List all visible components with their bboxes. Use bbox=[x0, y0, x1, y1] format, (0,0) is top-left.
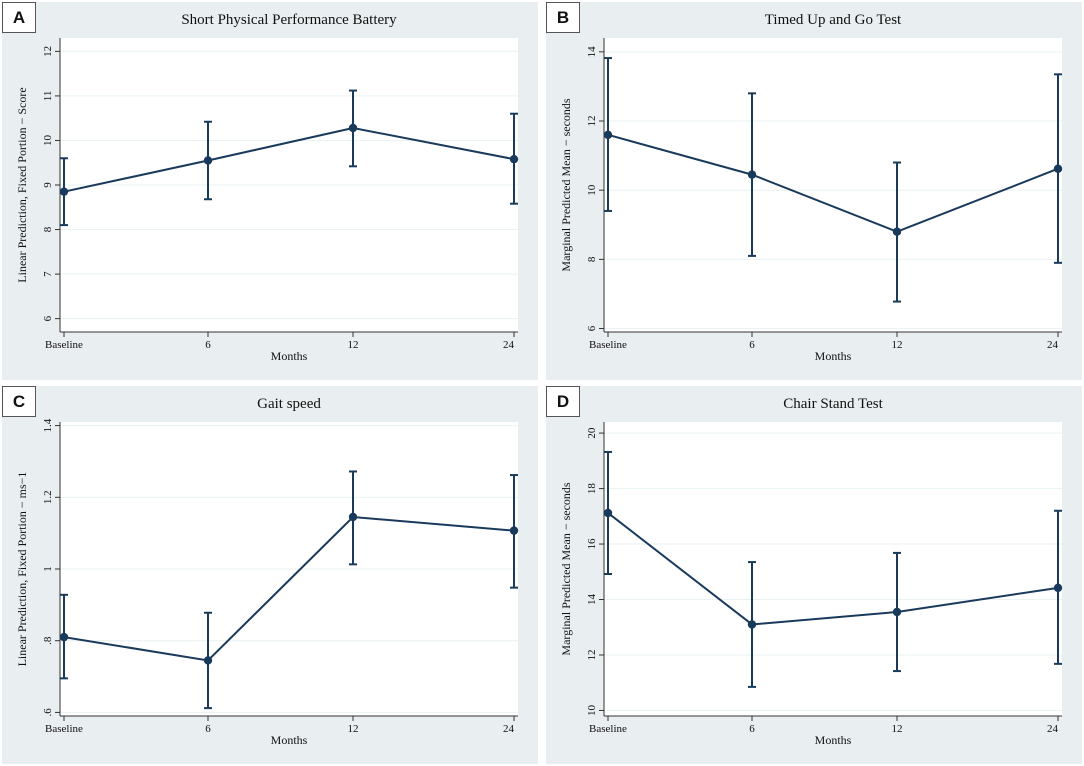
data-point-b-2 bbox=[892, 227, 902, 236]
y-tick-label-a-4: 10 bbox=[42, 134, 54, 146]
y-tick-label-c-2: 1 bbox=[42, 566, 54, 572]
y-tick-label-d-2: 14 bbox=[586, 594, 598, 606]
x-tick-label-b-2: 12 bbox=[892, 339, 903, 351]
x-tick-label-b-0: Baseline bbox=[589, 339, 627, 351]
data-point-d-1 bbox=[747, 620, 757, 629]
panel-letter-b: B bbox=[546, 2, 580, 33]
x-axis-label-c: Months bbox=[271, 733, 308, 747]
y-tick-label-d-0: 10 bbox=[586, 704, 598, 716]
chart-title-c: Gait speed bbox=[257, 396, 321, 412]
x-tick-label-c-3: 24 bbox=[503, 723, 515, 735]
data-point-c-1 bbox=[203, 656, 213, 665]
y-tick-label-c-4: 1.4 bbox=[42, 418, 54, 432]
x-tick-label-a-3: 24 bbox=[503, 339, 515, 351]
chart-panel-b: Timed Up and Go Test 6 8 10 12 14 Baseline 6 12 2… bbox=[546, 2, 1082, 380]
y-axis-label-b: Marginal Predicted Mean − seconds bbox=[559, 98, 573, 271]
y-axis-label-c: Linear Prediction, Fixed Portion − ms−1 bbox=[15, 472, 29, 667]
y-axis-label-d: Marginal Predicted Mean − seconds bbox=[559, 482, 573, 655]
data-point-c-0 bbox=[59, 632, 69, 642]
panel-letter-a: A bbox=[2, 2, 36, 33]
data-point-a-0 bbox=[59, 187, 69, 196]
data-point-b-0 bbox=[603, 130, 613, 140]
y-tick-label-c-1: .8 bbox=[42, 636, 54, 645]
y-tick-label-c-0: .6 bbox=[42, 708, 54, 717]
x-tick-label-b-1: 6 bbox=[749, 339, 755, 351]
chart-svg-a: Short Physical Performance Battery 6 7 8 9 10… bbox=[2, 2, 538, 380]
y-tick-label-b-4: 14 bbox=[586, 46, 598, 58]
series-line-a bbox=[63, 126, 515, 193]
chart-title-d: Chair Stand Test bbox=[783, 396, 883, 412]
plot-area-b bbox=[604, 38, 1062, 332]
chart-panel-a: Short Physical Performance Battery 6 7 8 9 10… bbox=[2, 2, 538, 380]
data-point-a-3 bbox=[509, 154, 519, 164]
chart-svg-c: Gait speed .6 .8 1 1.2 1.4 Baseline 6 12 24 Months… bbox=[2, 386, 538, 764]
x-tick-label-a-2: 12 bbox=[348, 339, 359, 351]
x-tick-label-d-1: 6 bbox=[749, 723, 755, 735]
data-point-b-1 bbox=[747, 170, 757, 179]
chart-svg-d: Chair Stand Test 10 12 14 16 18 20 Baseline 6 12 2… bbox=[546, 386, 1082, 764]
chart-panel-c: Gait speed .6 .8 1 1.2 1.4 Baseline 6 12 24 Months… bbox=[2, 386, 538, 764]
y-tick-label-c-3: 1.2 bbox=[42, 490, 54, 504]
data-point-a-2 bbox=[348, 123, 358, 133]
y-tick-label-a-0: 6 bbox=[42, 315, 54, 321]
x-tick-label-d-0: Baseline bbox=[589, 723, 627, 735]
y-tick-label-b-0: 6 bbox=[586, 325, 598, 331]
series-line-b bbox=[607, 133, 1059, 233]
y-tick-label-a-6: 12 bbox=[42, 46, 54, 57]
x-axis-label-a: Months bbox=[271, 349, 308, 363]
data-point-d-3 bbox=[1053, 583, 1063, 593]
series-line-d bbox=[607, 512, 1059, 626]
data-point-b-3 bbox=[1053, 164, 1063, 173]
y-tick-label-d-3: 16 bbox=[586, 538, 598, 550]
chart-title-a: Short Physical Performance Battery bbox=[181, 12, 397, 28]
data-point-d-0 bbox=[603, 508, 613, 518]
data-point-c-3 bbox=[509, 526, 519, 535]
x-tick-label-c-2: 12 bbox=[348, 723, 359, 735]
y-tick-label-a-2: 8 bbox=[42, 226, 54, 232]
x-tick-label-c-1: 6 bbox=[205, 723, 211, 735]
chart-panel-d: Chair Stand Test 10 12 14 16 18 20 Baseline 6 12 2… bbox=[546, 386, 1082, 764]
y-tick-label-b-3: 12 bbox=[586, 116, 598, 127]
chart-svg-b: Timed Up and Go Test 6 8 10 12 14 Baseline 6 12 2… bbox=[546, 2, 1082, 380]
y-tick-label-a-1: 7 bbox=[42, 271, 54, 277]
panel-letter-c: C bbox=[2, 386, 36, 417]
series-line-c bbox=[63, 515, 515, 662]
y-tick-label-d-4: 18 bbox=[586, 483, 598, 495]
x-tick-label-c-0: Baseline bbox=[45, 723, 83, 735]
plot-area-d bbox=[604, 422, 1062, 716]
x-axis-label-b: Months bbox=[815, 349, 852, 363]
data-point-d-2 bbox=[892, 607, 902, 617]
data-point-a-1 bbox=[203, 156, 213, 165]
y-axis-label-a: Linear Prediction, Fixed Portion − Score bbox=[15, 87, 29, 282]
x-tick-label-d-3: 24 bbox=[1047, 723, 1059, 735]
chart-title-b: Timed Up and Go Test bbox=[765, 12, 902, 28]
x-axis-label-d: Months bbox=[815, 733, 852, 747]
x-tick-label-b-3: 24 bbox=[1047, 339, 1059, 351]
y-tick-label-b-1: 8 bbox=[586, 256, 598, 262]
x-tick-label-a-0: Baseline bbox=[45, 339, 83, 351]
y-tick-label-b-2: 10 bbox=[586, 184, 598, 196]
panel-letter-d: D bbox=[546, 386, 580, 417]
x-tick-label-a-1: 6 bbox=[205, 339, 211, 351]
x-tick-label-d-2: 12 bbox=[892, 723, 903, 735]
y-tick-label-a-5: 11 bbox=[42, 91, 54, 102]
y-tick-label-d-5: 20 bbox=[586, 427, 598, 439]
y-tick-label-d-1: 12 bbox=[586, 649, 598, 660]
data-point-c-2 bbox=[348, 512, 358, 522]
y-tick-label-a-3: 9 bbox=[42, 182, 54, 188]
